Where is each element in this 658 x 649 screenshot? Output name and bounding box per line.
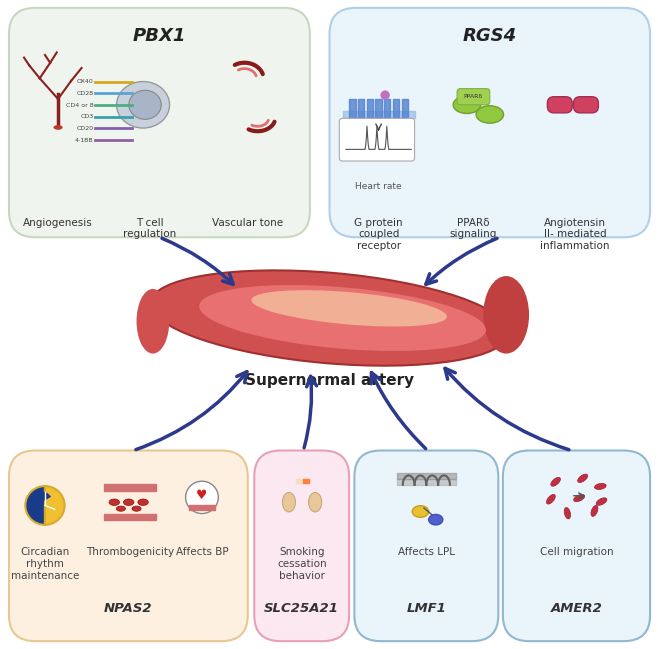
Ellipse shape: [116, 506, 126, 511]
Ellipse shape: [129, 90, 161, 119]
Ellipse shape: [124, 499, 134, 506]
Ellipse shape: [116, 82, 170, 128]
Wedge shape: [45, 486, 64, 525]
Text: Thrombogenicity: Thrombogenicity: [86, 548, 174, 557]
Ellipse shape: [412, 506, 429, 517]
FancyBboxPatch shape: [355, 450, 498, 641]
Ellipse shape: [564, 508, 571, 519]
Text: Heart rate: Heart rate: [355, 182, 402, 191]
Text: LMF1: LMF1: [407, 602, 446, 615]
Text: CD20: CD20: [76, 126, 93, 131]
Ellipse shape: [132, 506, 141, 511]
Text: PBX1: PBX1: [133, 27, 186, 45]
FancyBboxPatch shape: [503, 450, 650, 641]
Text: Angiotensin
II- mediated
inflammation: Angiotensin II- mediated inflammation: [540, 218, 609, 251]
FancyBboxPatch shape: [9, 8, 310, 238]
Ellipse shape: [573, 495, 585, 501]
FancyBboxPatch shape: [330, 8, 650, 238]
Ellipse shape: [476, 106, 503, 123]
Ellipse shape: [595, 498, 607, 504]
Ellipse shape: [578, 474, 588, 483]
Text: G protein
coupled
receptor: G protein coupled receptor: [354, 218, 403, 251]
Text: PPARδ: PPARδ: [464, 94, 483, 99]
Text: Smoking
cessation
behavior: Smoking cessation behavior: [277, 548, 327, 581]
Wedge shape: [31, 491, 51, 513]
Ellipse shape: [137, 289, 169, 354]
Text: ♥: ♥: [196, 489, 207, 502]
FancyBboxPatch shape: [9, 450, 248, 641]
FancyBboxPatch shape: [457, 89, 490, 104]
Ellipse shape: [309, 493, 322, 512]
Ellipse shape: [251, 290, 447, 326]
Text: Cell migration: Cell migration: [540, 548, 614, 557]
Wedge shape: [25, 486, 45, 525]
FancyBboxPatch shape: [254, 450, 349, 641]
Ellipse shape: [590, 507, 599, 515]
Text: Affects BP: Affects BP: [176, 548, 228, 557]
Circle shape: [186, 481, 218, 513]
Text: AMER2: AMER2: [551, 602, 603, 615]
Text: CD3: CD3: [80, 114, 93, 119]
Ellipse shape: [53, 125, 63, 130]
Text: Affects LPL: Affects LPL: [398, 548, 455, 557]
Ellipse shape: [453, 96, 480, 114]
Circle shape: [380, 90, 390, 100]
Text: NPAS2: NPAS2: [104, 602, 153, 615]
Ellipse shape: [282, 493, 295, 512]
Ellipse shape: [483, 276, 529, 354]
Ellipse shape: [550, 478, 561, 485]
Text: CD4 or 8: CD4 or 8: [66, 103, 93, 108]
Ellipse shape: [150, 271, 509, 365]
FancyBboxPatch shape: [574, 97, 598, 113]
Ellipse shape: [138, 499, 148, 506]
Ellipse shape: [429, 515, 443, 525]
Ellipse shape: [547, 495, 555, 504]
Ellipse shape: [109, 499, 120, 506]
Ellipse shape: [594, 484, 606, 489]
Text: Angiogenesis: Angiogenesis: [23, 218, 93, 228]
Text: Supernormal artery: Supernormal artery: [245, 373, 414, 388]
Text: Circadian
rhythm
maintenance: Circadian rhythm maintenance: [11, 548, 79, 581]
FancyBboxPatch shape: [340, 118, 415, 161]
Text: PPARδ
signaling: PPARδ signaling: [450, 218, 497, 239]
Text: SLC25A21: SLC25A21: [265, 602, 340, 615]
Text: OX40: OX40: [77, 79, 93, 84]
Text: 4-1BB: 4-1BB: [75, 138, 93, 143]
Text: RGS4: RGS4: [463, 27, 517, 45]
Text: T cell
regulation: T cell regulation: [123, 218, 176, 239]
FancyBboxPatch shape: [547, 97, 572, 113]
Text: Vascular tone: Vascular tone: [212, 218, 284, 228]
Text: CD28: CD28: [76, 91, 93, 96]
Ellipse shape: [199, 285, 486, 351]
